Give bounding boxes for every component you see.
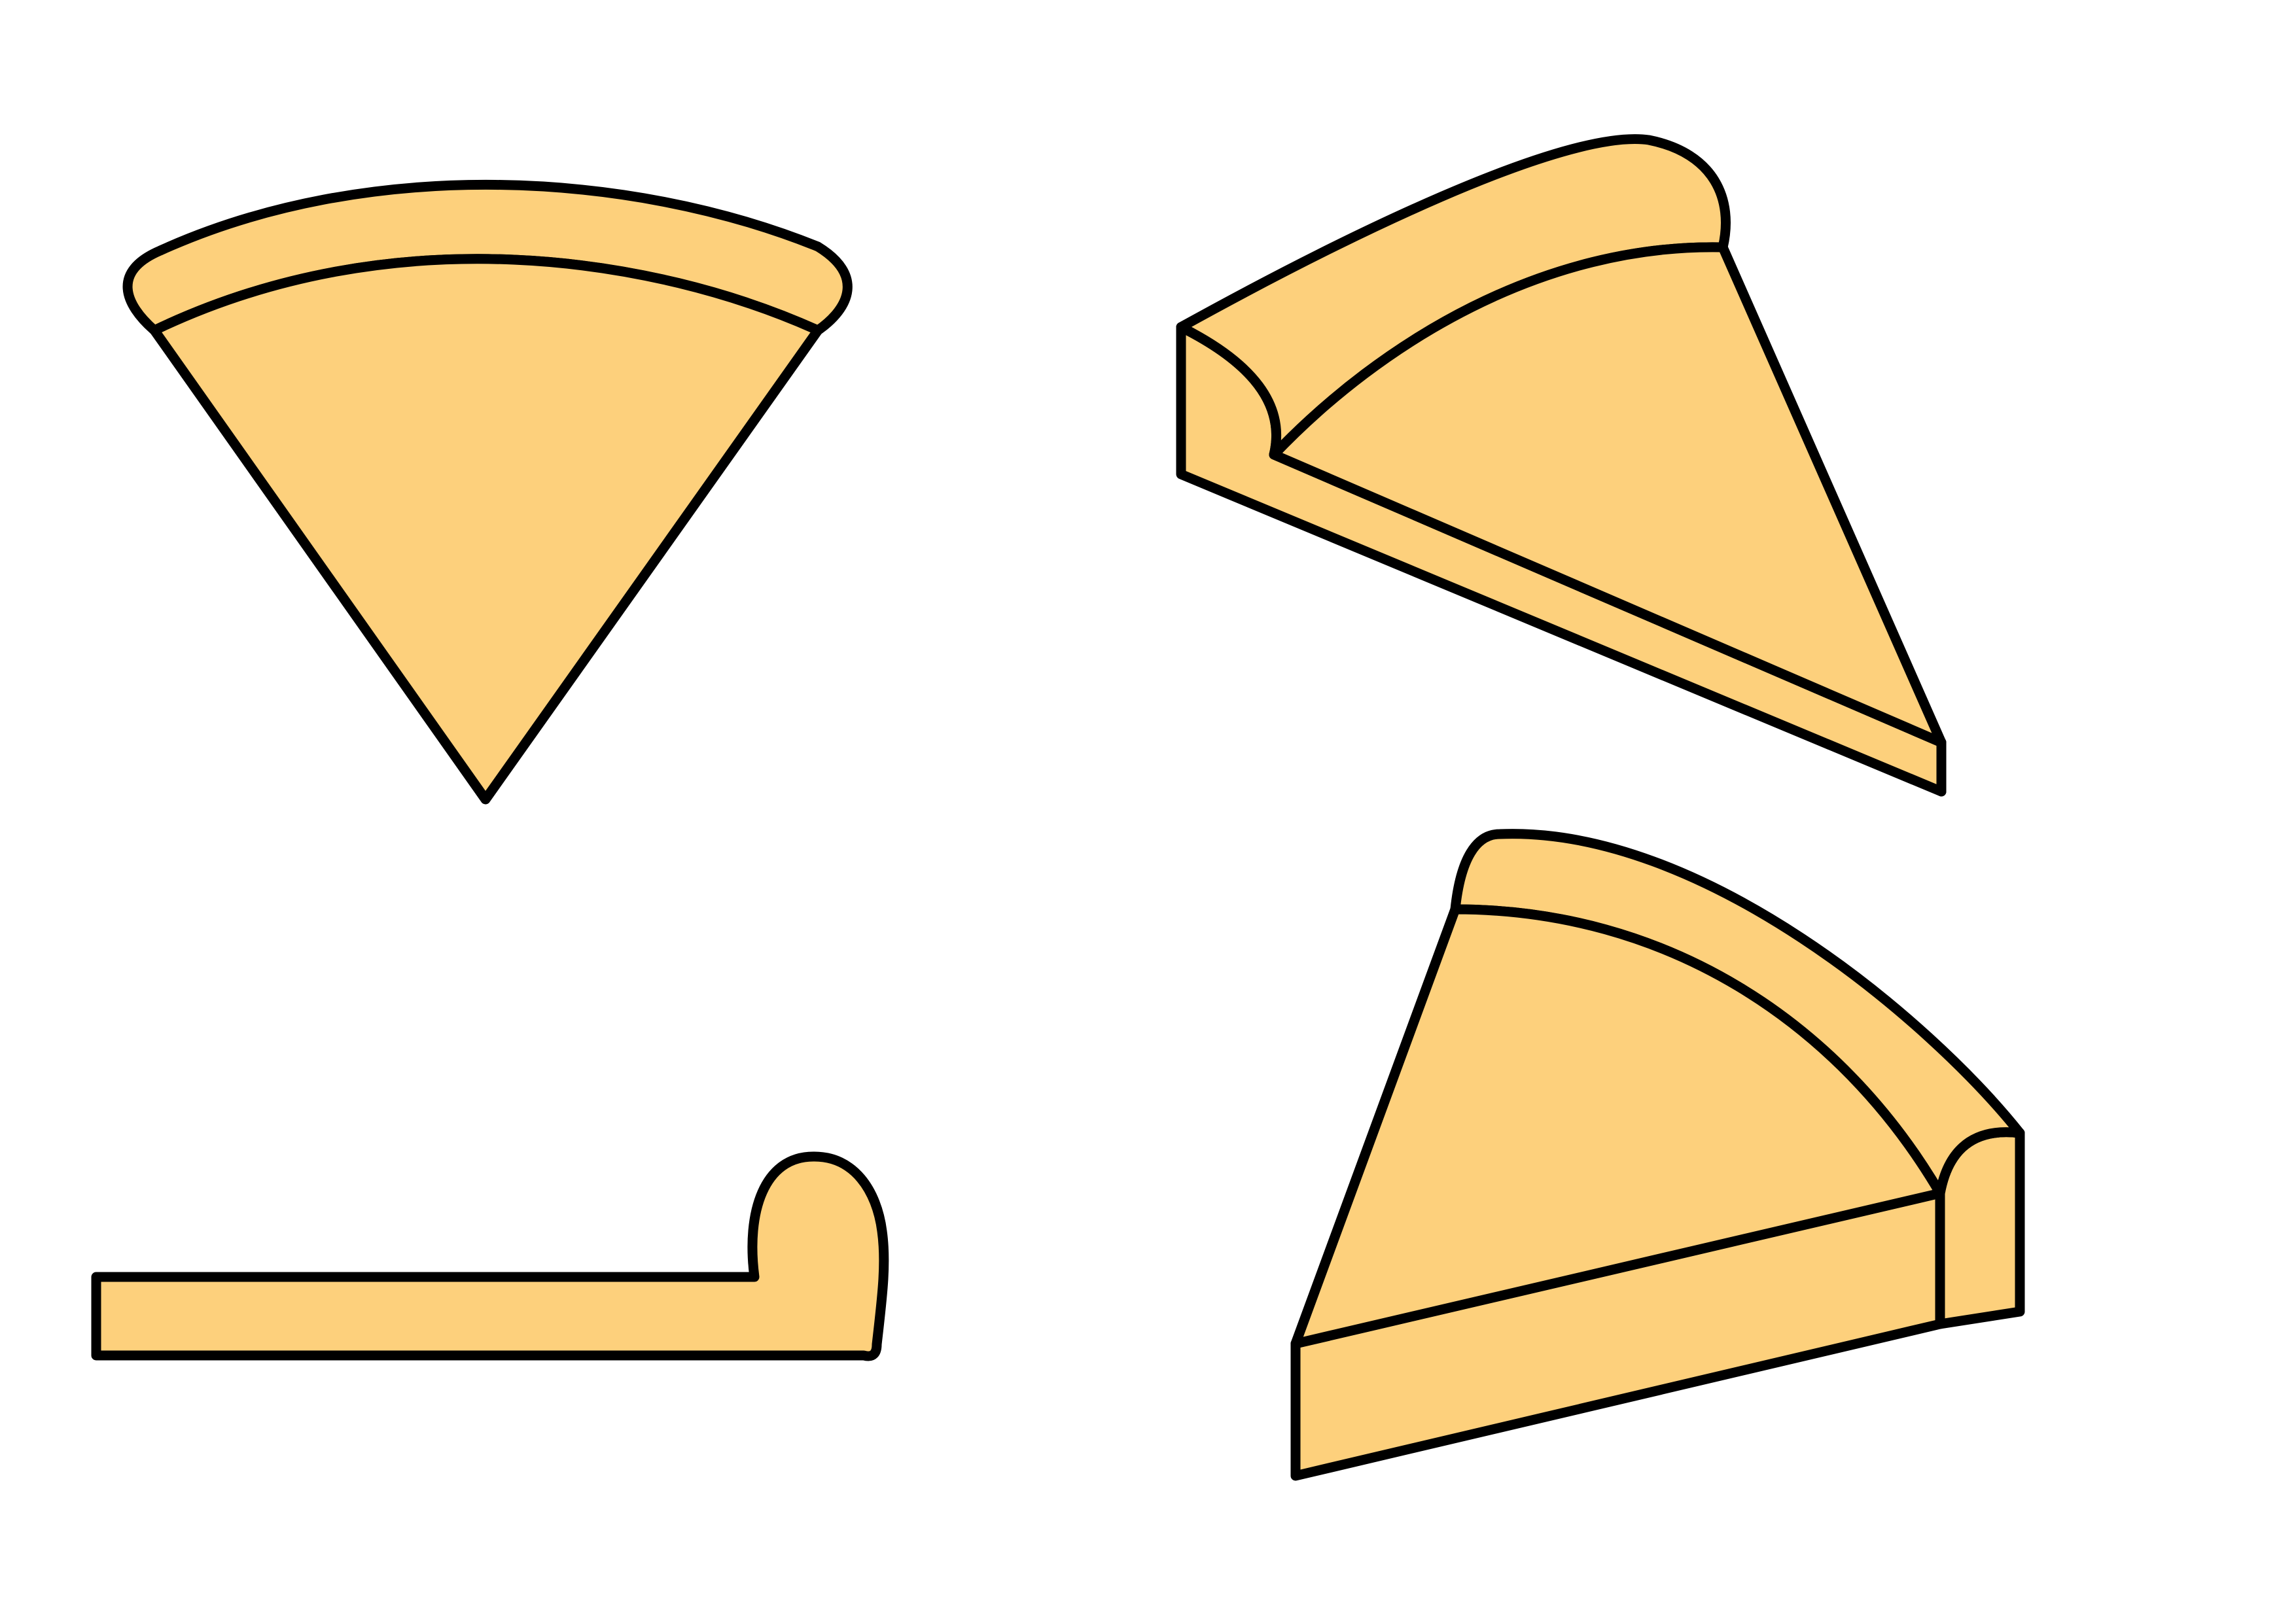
top-view-wedge [149, 254, 823, 805]
slice-side-view [91, 1151, 889, 1361]
side-view-profile [91, 1151, 889, 1361]
slice-perspective-view-2 [1290, 829, 2025, 1481]
perspective-2-top-face [1290, 904, 1945, 1349]
perspective-1-top-face [1269, 242, 1947, 748]
slice-top-view [122, 179, 853, 805]
slice-perspective-view-1 [1176, 134, 1947, 797]
